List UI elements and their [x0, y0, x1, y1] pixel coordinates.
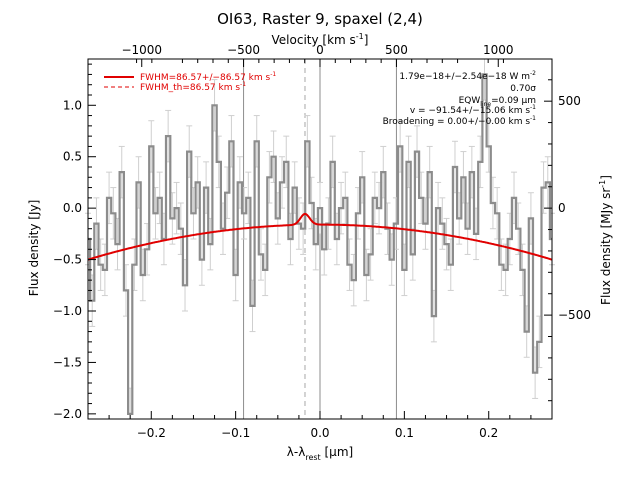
y-tick-label: −1.5 — [53, 355, 82, 369]
chart-title: OI63, Raster 9, spaxel (2,4) — [217, 10, 423, 28]
right-tick-label: 0 — [558, 201, 566, 215]
top-tick-label: 0 — [316, 43, 324, 57]
legend-entry-fwhm: FWHM=86.57+/−86.57 km s-1 — [140, 71, 276, 83]
top-axis-label: Velocity [km s-1] — [272, 32, 369, 47]
top-tick-label: 1000 — [483, 43, 514, 57]
x-axis-label: λ-λrest [μm] — [287, 445, 353, 462]
model-series — [87, 212, 553, 261]
annotation-eqw: EQWline=0.09 μm — [459, 96, 536, 108]
data-line — [88, 73, 552, 415]
y-tick-label: −2.0 — [53, 407, 82, 421]
y-axis-label: Flux density [Jy] — [27, 200, 41, 297]
annotations: 1.79e−18+/−2.54e−18 W m-2 0.70σ EQWline=… — [383, 70, 537, 127]
x-tick-label: 0.0 — [310, 426, 329, 440]
tick-labels: −0.2 −0.1 0.0 0.1 0.2 −2.0 −1.5 −1.0 −0.5 0.0 0.5 1… — [53, 43, 591, 440]
data-series — [88, 73, 552, 415]
top-tick-label: 500 — [385, 43, 408, 57]
right-axis-label: Flux density [MJy sr-1] — [598, 175, 613, 305]
x-tick-label: 0.1 — [395, 426, 414, 440]
axes — [87, 58, 553, 420]
y-tick-label: 0.0 — [63, 201, 82, 215]
annotation-broadening: Broadening = 0.00+/−0.00 km s-1 — [383, 115, 537, 127]
x-tick-label: 0.2 — [479, 426, 498, 440]
x-tick-label: −0.2 — [137, 426, 166, 440]
right-tick-label: 500 — [558, 94, 581, 108]
x-tick-label: −0.1 — [221, 426, 250, 440]
right-tick-label: −500 — [558, 308, 591, 322]
y-tick-label: 1.0 — [63, 98, 82, 112]
y-tick-label: −1.0 — [53, 304, 82, 318]
top-tick-label: −500 — [227, 43, 260, 57]
y-tick-label: −0.5 — [53, 253, 82, 267]
annotation-velocity: v = −91.54+/−15.06 km s-1 — [410, 104, 536, 116]
legend-entry-fwhm-th: FWHM_th=86.57 km s-1 — [140, 81, 246, 93]
model-line — [87, 212, 553, 261]
top-tick-label: −1000 — [121, 43, 162, 57]
reference-lines — [243, 59, 397, 419]
annotation-flux: 1.79e−18+/−2.54e−18 W m-2 — [399, 70, 536, 82]
legend: FWHM=86.57+/−86.57 km s-1 FWHM_th=86.57 … — [104, 71, 276, 93]
y-tick-label: 0.5 — [63, 150, 82, 164]
annotation-sigma: 0.70σ — [510, 84, 536, 94]
